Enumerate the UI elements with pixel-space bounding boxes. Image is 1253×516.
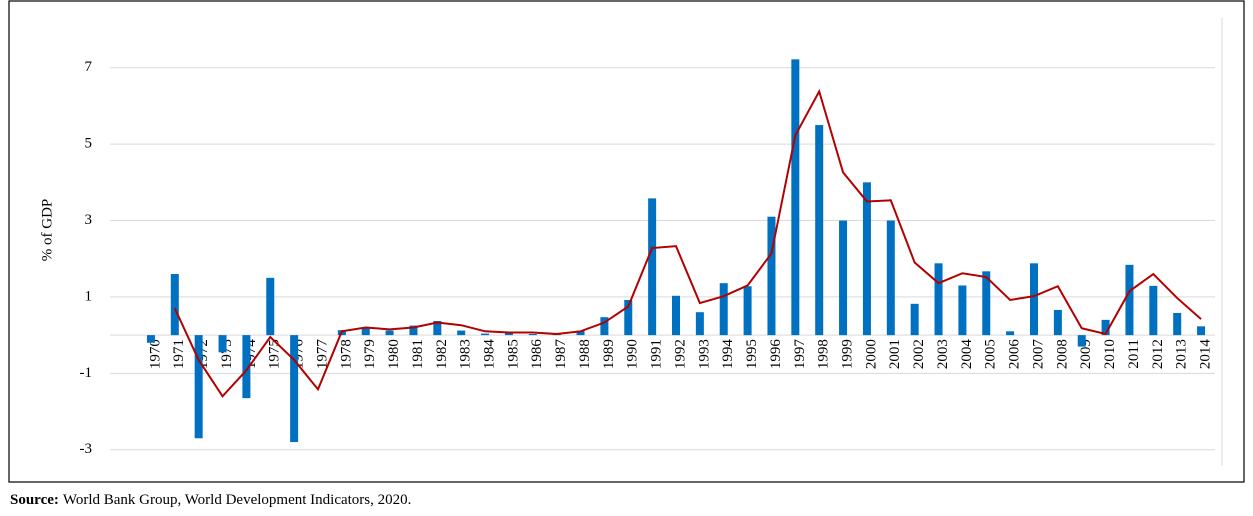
y-tick-label: 3 xyxy=(85,212,93,228)
x-tick-label: 2006 xyxy=(1007,339,1023,370)
x-tick-label: 2003 xyxy=(935,339,951,369)
bar xyxy=(624,299,633,336)
bar xyxy=(648,198,657,336)
x-tick-label: 1980 xyxy=(386,339,402,369)
x-tick-label: 2005 xyxy=(983,339,999,369)
bar xyxy=(886,220,895,336)
x-tick-label: 1987 xyxy=(553,339,569,370)
y-axis-label: % of GDP xyxy=(39,199,55,262)
bar xyxy=(767,216,776,336)
bar xyxy=(1053,309,1062,336)
x-tick-label: 1997 xyxy=(792,339,808,370)
x-tick-label: 2014 xyxy=(1198,339,1214,370)
x-tick-label: 1983 xyxy=(458,339,474,369)
x-tick-label: 2010 xyxy=(1102,339,1118,369)
x-tick-label: 2009 xyxy=(1078,339,1094,369)
x-tick-label: 2002 xyxy=(911,339,927,369)
bar xyxy=(1197,326,1206,336)
bar xyxy=(194,335,203,439)
bar xyxy=(910,303,919,336)
y-tick-label: 5 xyxy=(85,136,93,152)
bar xyxy=(815,125,824,336)
source-text: World Bank Group, World Development Indi… xyxy=(63,492,412,508)
bar xyxy=(409,325,418,336)
bar xyxy=(791,59,800,336)
x-tick-label: 2008 xyxy=(1054,339,1070,369)
x-tick-label: 2007 xyxy=(1030,339,1046,370)
bar xyxy=(504,332,513,336)
bar xyxy=(1173,312,1182,336)
x-tick-label: 1990 xyxy=(625,339,641,369)
bar xyxy=(862,182,871,336)
x-tick-label: 2000 xyxy=(863,339,879,369)
bar xyxy=(576,330,585,336)
bar xyxy=(1077,335,1086,347)
bar xyxy=(672,295,680,336)
x-tick-label: 1985 xyxy=(505,339,521,369)
bar xyxy=(481,333,490,336)
bar xyxy=(1149,285,1158,336)
line xyxy=(173,88,1202,398)
bar xyxy=(218,335,227,353)
source-label: Source: xyxy=(10,492,59,508)
bar xyxy=(1030,263,1038,336)
bar xyxy=(695,312,704,336)
x-tick-label: 1991 xyxy=(649,339,665,369)
x-tick-label: 1986 xyxy=(529,339,545,370)
bar xyxy=(743,286,752,336)
y-tick-label: 7 xyxy=(85,59,93,75)
x-tick-label: 2001 xyxy=(887,339,903,369)
x-tick-label: 1988 xyxy=(577,339,593,369)
x-tick-label: 2011 xyxy=(1126,339,1142,368)
x-tick-label: 1993 xyxy=(696,339,712,369)
bar xyxy=(457,330,466,336)
x-tick-label: 1970 xyxy=(147,339,163,369)
bar xyxy=(719,283,728,336)
x-tick-label: 1977 xyxy=(314,339,330,370)
x-tick-label: 1998 xyxy=(816,339,832,369)
source-note: Source: World Bank Group, World Developme… xyxy=(10,492,411,508)
bar xyxy=(528,333,537,336)
bar xyxy=(839,220,848,336)
x-tick-label: 1995 xyxy=(744,339,760,369)
bar xyxy=(1101,319,1110,336)
bar xyxy=(146,335,155,343)
bar xyxy=(170,274,179,336)
bar xyxy=(290,335,299,443)
x-tick-label: 1999 xyxy=(840,339,856,369)
x-tick-label: 1982 xyxy=(434,339,450,369)
x-tick-label: 1994 xyxy=(720,339,736,370)
bar xyxy=(361,328,370,336)
bar xyxy=(385,330,394,336)
bar xyxy=(433,320,442,336)
x-tick-label: 1992 xyxy=(672,339,688,369)
y-tick-label: -1 xyxy=(80,365,93,381)
x-tick-label: 2004 xyxy=(959,339,975,370)
frame xyxy=(8,0,1245,483)
x-tick-label: 1996 xyxy=(768,339,784,370)
x-tick-label: 1971 xyxy=(171,339,187,369)
bar xyxy=(266,277,275,336)
y-tick-label: 1 xyxy=(85,288,93,304)
bar xyxy=(1125,264,1134,336)
bar xyxy=(934,263,943,336)
y-tick-label: -3 xyxy=(80,441,93,457)
x-tick-label: 1984 xyxy=(482,339,498,370)
x-tick-label: 1975 xyxy=(267,339,283,369)
x-tick-label: 1989 xyxy=(601,339,617,369)
bar xyxy=(958,285,967,336)
x-tick-label: 1978 xyxy=(338,339,354,369)
bar xyxy=(242,335,251,399)
x-tick-label: 2012 xyxy=(1150,339,1166,369)
x-tick-label: 2013 xyxy=(1174,339,1190,369)
x-tick-label: 1979 xyxy=(362,339,378,369)
bar xyxy=(982,271,991,336)
x-tick-label: 1981 xyxy=(410,339,426,369)
bar xyxy=(1006,331,1015,336)
bar xyxy=(600,317,609,336)
